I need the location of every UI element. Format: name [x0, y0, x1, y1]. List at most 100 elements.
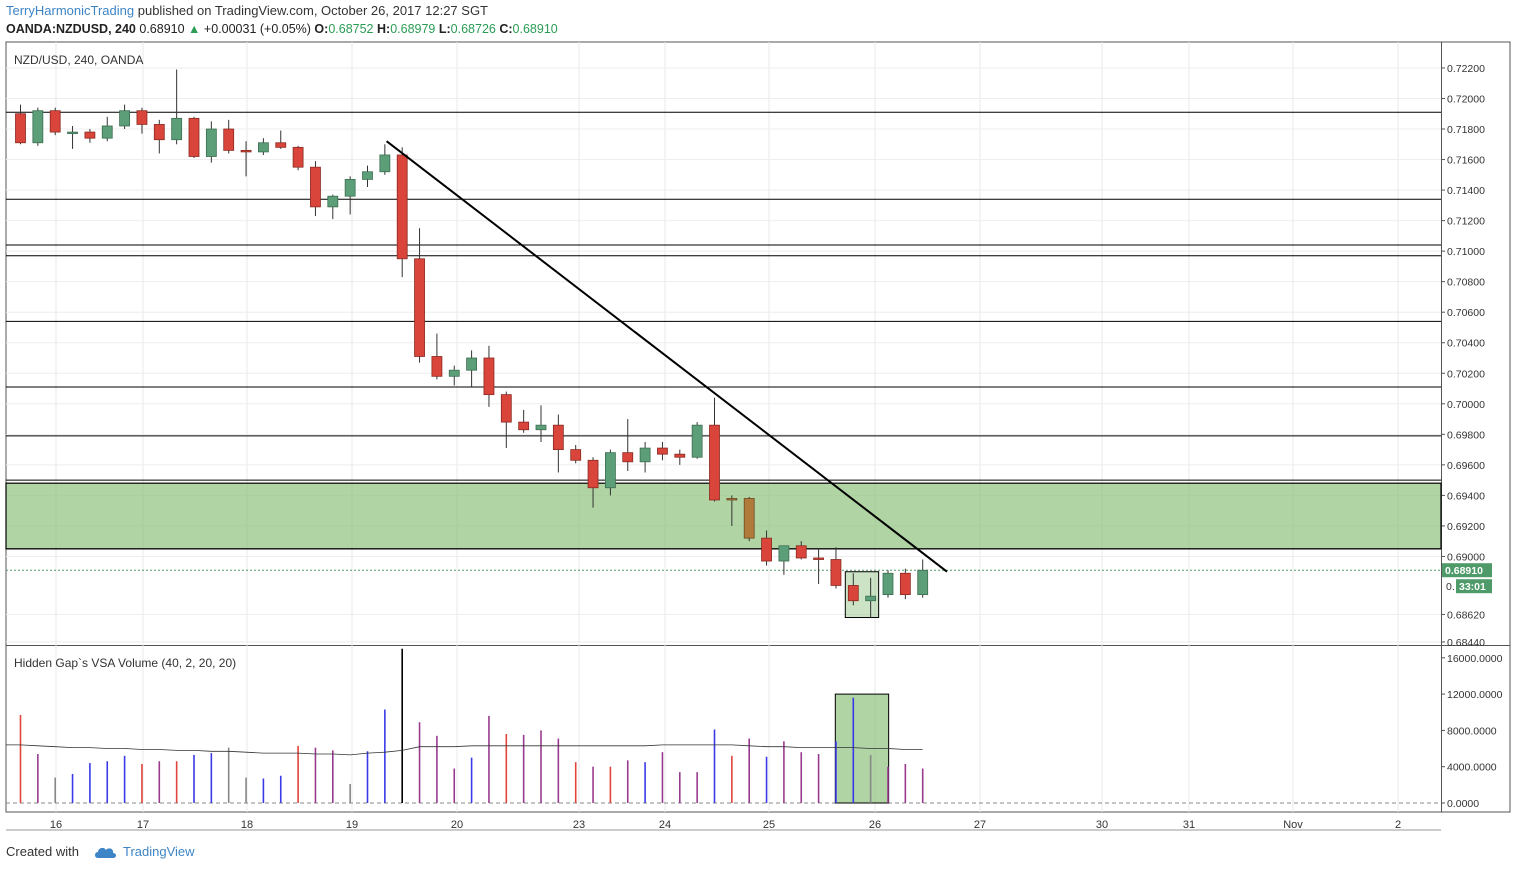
x-tick-label: 2 [1395, 819, 1401, 831]
tradingview-logo[interactable]: TradingView [85, 844, 195, 859]
candle-body [691, 424, 703, 458]
candle-body [882, 572, 894, 596]
x-tick-label: 20 [451, 819, 463, 831]
publish-info: TerryHarmonicTrading published on Tradin… [6, 3, 488, 18]
close-value: 0.68910 [512, 22, 558, 36]
candle-body [709, 424, 720, 501]
publish-text: published on TradingView.com, October 26… [137, 3, 488, 18]
x-tick-label: 19 [346, 819, 358, 831]
x-tick-label: 23 [573, 819, 585, 831]
price-tick-label: 0.68620 [1447, 609, 1485, 621]
candle-body [362, 171, 373, 180]
price-tick-label: 0.70600 [1447, 307, 1485, 319]
candle-body [899, 572, 911, 596]
candle-body [674, 453, 686, 458]
countdown-price-prefix: 0. [1446, 581, 1455, 593]
candle-body [171, 117, 183, 141]
candle-body [275, 142, 287, 148]
candle-body [136, 110, 148, 125]
price-tick-label: 0.72000 [1447, 93, 1485, 105]
volume-ma-line [6, 744, 923, 756]
candle-body [778, 545, 790, 562]
low-label: L: [438, 22, 451, 36]
last-price-badge [1442, 563, 1492, 578]
x-tick-label: Nov [1283, 819, 1303, 831]
candle-body [552, 424, 564, 450]
price-tick-label: 0.69600 [1447, 460, 1485, 472]
price-tick-label: 0.71600 [1447, 155, 1485, 167]
x-tick-label: 16 [50, 819, 62, 831]
price-tick-label: 0.68440 [1447, 637, 1485, 649]
candle-body [101, 125, 113, 139]
candle-body [153, 124, 165, 141]
price-tick-label: 0.70400 [1447, 338, 1485, 350]
x-tick-label: 30 [1096, 819, 1108, 831]
candle-body [379, 154, 391, 173]
created-with-text: Created with [6, 844, 79, 859]
candle-body [917, 569, 929, 596]
candle-body [396, 154, 408, 260]
countdown-label: 33:01 [1459, 581, 1486, 593]
x-tick-label: 17 [137, 819, 149, 831]
price-tick-label: 0.70200 [1447, 368, 1485, 380]
price-tick-label: 0.69000 [1447, 551, 1485, 563]
volume-title: Hidden Gap`s VSA Volume (40, 2, 20, 20) [14, 656, 236, 670]
volume-tick-label: 8000.0000 [1447, 725, 1497, 737]
candle-body [518, 421, 530, 431]
price-tick-label: 0.69200 [1447, 521, 1485, 533]
x-tick-label: 27 [974, 819, 986, 831]
candle-body [865, 595, 877, 602]
x-tick-label: 24 [659, 819, 671, 831]
candle-body [344, 178, 356, 197]
price-tick-label: 0.70000 [1447, 399, 1485, 411]
footer: Created with TradingView [6, 844, 195, 859]
candle-body [639, 447, 651, 463]
volume-tick-label: 0.0000 [1447, 798, 1479, 810]
last-price-badge-label: 0.68910 [1445, 565, 1483, 577]
up-arrow-icon: ▲ [188, 22, 201, 36]
candle-body [188, 117, 200, 157]
low-value: 0.68726 [450, 22, 496, 36]
candle-body [622, 452, 634, 463]
x-tick-label: 26 [869, 819, 881, 831]
candle-body [32, 110, 44, 144]
candle-body [431, 356, 443, 377]
candle-body [240, 149, 252, 153]
price-change: +0.00031 (+0.05%) [203, 22, 311, 36]
symbol-info: OANDA:NZDUSD, 240 0.68910 ▲ +0.00031 (+0… [6, 22, 558, 36]
candle-body [847, 585, 859, 602]
x-tick-label: 18 [241, 819, 253, 831]
x-tick-label: 31 [1183, 819, 1195, 831]
author-link[interactable]: TerryHarmonicTrading [6, 3, 135, 18]
price-tick-label: 0.71200 [1447, 216, 1485, 228]
price-tick-label: 0.70800 [1447, 277, 1485, 289]
volume-tick-label: 12000.0000 [1447, 689, 1503, 701]
price-tick-label: 0.71400 [1447, 185, 1485, 197]
x-tick-label: 25 [763, 819, 775, 831]
candle-body [205, 128, 217, 157]
candle-body [292, 146, 304, 168]
trendline [385, 140, 948, 573]
price-tick-label: 0.72200 [1447, 63, 1485, 75]
candle-body [605, 452, 616, 489]
price-tick-label: 0.71800 [1447, 124, 1485, 136]
close-label: C: [499, 22, 513, 36]
open-value: 0.68752 [328, 22, 374, 36]
candle-body [795, 545, 807, 559]
high-value: 0.68979 [390, 22, 436, 36]
high-label: H: [376, 22, 391, 36]
candle-body [84, 131, 96, 139]
volume-tick-label: 16000.0000 [1447, 653, 1503, 665]
candle-body [587, 459, 599, 489]
candle-body [223, 128, 235, 151]
volume-tick-label: 4000.0000 [1447, 762, 1497, 774]
candle-body [327, 195, 339, 208]
cloud-icon [94, 847, 116, 858]
tradingview-brand: TradingView [122, 844, 195, 859]
candle-body [414, 258, 425, 357]
candle-body [570, 449, 582, 461]
candle-body [813, 557, 824, 560]
price-tick-label: 0.69800 [1447, 429, 1485, 441]
chart-frame [5, 41, 1511, 813]
